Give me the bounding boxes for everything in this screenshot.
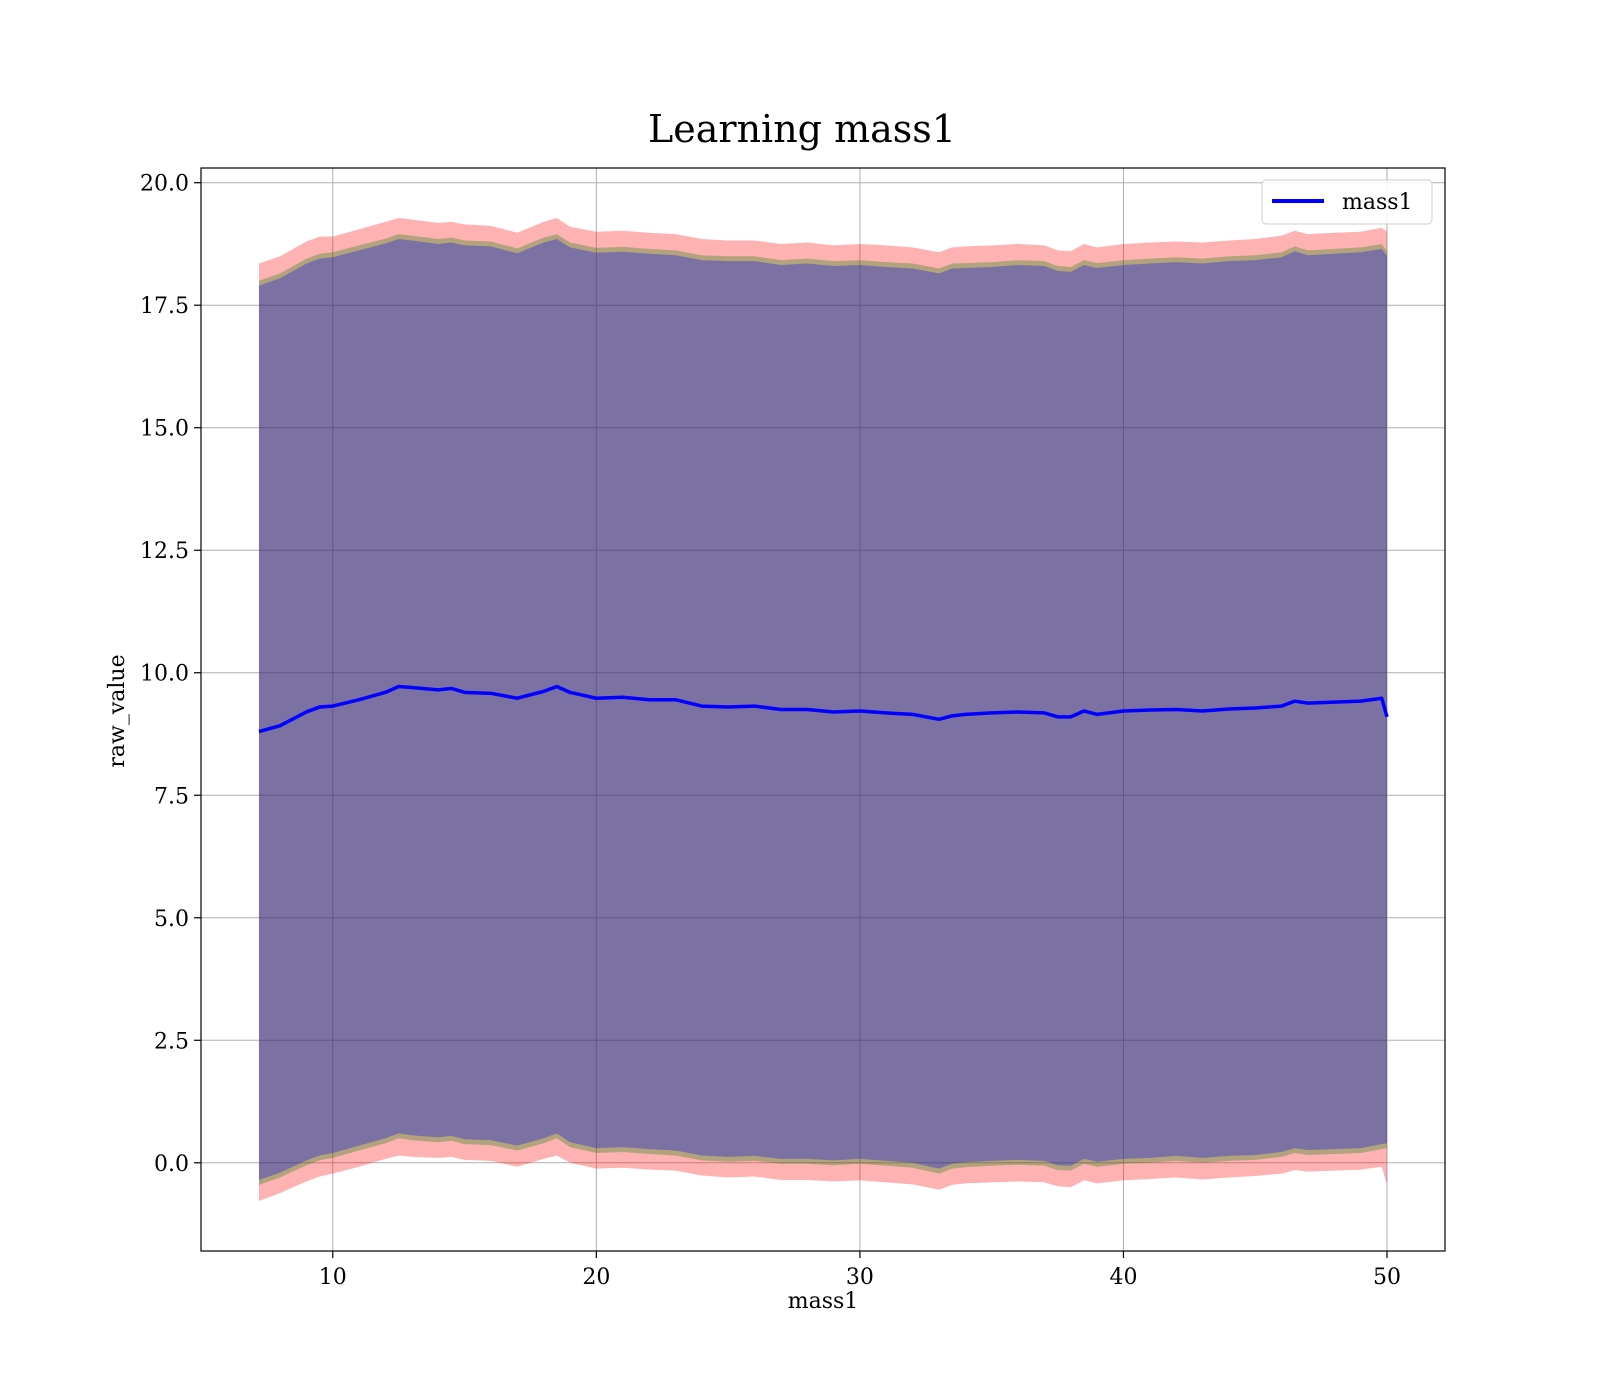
- series-lines: [258, 684, 1389, 734]
- x-tick-label: 20: [582, 1265, 610, 1290]
- y-tick-label: 20.0: [140, 172, 189, 197]
- legend: mass1: [1261, 179, 1433, 225]
- x-tick-label: 30: [846, 1265, 874, 1290]
- x-axis-ticks: 10 20 30 40 50: [319, 1251, 1401, 1290]
- y-tick-label: 0.0: [154, 1152, 189, 1177]
- legend-box: [1261, 179, 1433, 225]
- plot-frame: [200, 167, 1446, 1252]
- x-tick-label: 40: [1109, 1265, 1137, 1290]
- x-axis-label: mass1: [788, 1289, 859, 1314]
- x-tick-label: 50: [1373, 1265, 1401, 1290]
- y-tick-label: 10.0: [140, 662, 189, 687]
- legend-label-mass1: mass1: [1342, 190, 1413, 215]
- y-tick-label: 2.5: [154, 1029, 189, 1054]
- y-axis-ticks: 0.0 2.5 5.0 7.5 10.0 12.5 15.0 17.5 20.0: [140, 172, 201, 1177]
- x-tick-label: 10: [319, 1265, 347, 1290]
- series-line-mass1: [258, 684, 1389, 734]
- y-tick-label: 17.5: [140, 294, 189, 319]
- y-tick-label: 12.5: [140, 539, 189, 564]
- chart-title: Learning mass1: [648, 107, 956, 151]
- y-tick-label: 7.5: [154, 784, 189, 809]
- y-tick-label: 15.0: [140, 417, 189, 442]
- y-tick-label: 5.0: [154, 907, 189, 932]
- y-axis-label: raw_value: [105, 654, 130, 767]
